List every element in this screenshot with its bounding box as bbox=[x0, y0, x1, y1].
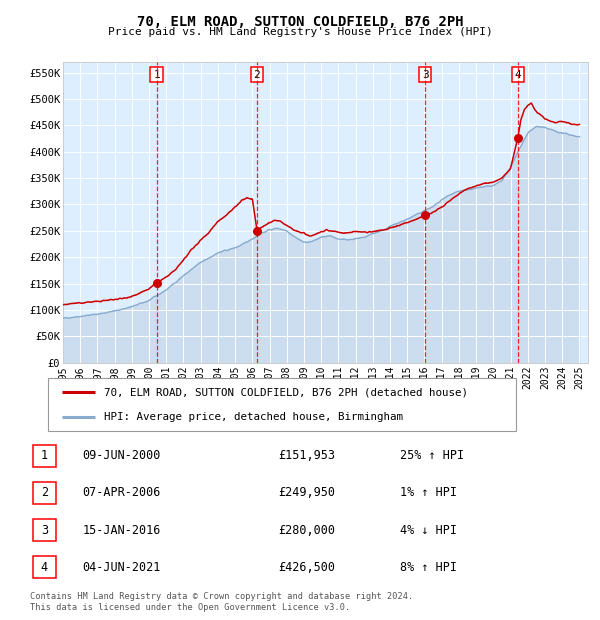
Text: 2: 2 bbox=[41, 487, 48, 499]
Text: 25% ↑ HPI: 25% ↑ HPI bbox=[400, 450, 464, 462]
Text: £426,500: £426,500 bbox=[278, 561, 335, 574]
Text: 1: 1 bbox=[153, 69, 160, 79]
FancyBboxPatch shape bbox=[33, 482, 56, 504]
Text: 70, ELM ROAD, SUTTON COLDFIELD, B76 2PH: 70, ELM ROAD, SUTTON COLDFIELD, B76 2PH bbox=[137, 16, 463, 30]
Text: 1: 1 bbox=[41, 450, 48, 462]
Text: 3: 3 bbox=[422, 69, 428, 79]
Text: 8% ↑ HPI: 8% ↑ HPI bbox=[400, 561, 457, 574]
FancyBboxPatch shape bbox=[33, 519, 56, 541]
Text: £151,953: £151,953 bbox=[278, 450, 335, 462]
Text: 1% ↑ HPI: 1% ↑ HPI bbox=[400, 487, 457, 499]
Text: £249,950: £249,950 bbox=[278, 487, 335, 499]
Text: 07-APR-2006: 07-APR-2006 bbox=[82, 487, 161, 499]
FancyBboxPatch shape bbox=[33, 556, 56, 578]
FancyBboxPatch shape bbox=[33, 445, 56, 467]
Text: 3: 3 bbox=[41, 524, 48, 536]
Text: £280,000: £280,000 bbox=[278, 524, 335, 536]
Text: 09-JUN-2000: 09-JUN-2000 bbox=[82, 450, 161, 462]
Text: 15-JAN-2016: 15-JAN-2016 bbox=[82, 524, 161, 536]
Text: Contains HM Land Registry data © Crown copyright and database right 2024.: Contains HM Land Registry data © Crown c… bbox=[30, 592, 413, 601]
Text: Price paid vs. HM Land Registry's House Price Index (HPI): Price paid vs. HM Land Registry's House … bbox=[107, 27, 493, 37]
FancyBboxPatch shape bbox=[48, 378, 516, 431]
Text: 4: 4 bbox=[41, 561, 48, 574]
Text: HPI: Average price, detached house, Birmingham: HPI: Average price, detached house, Birm… bbox=[104, 412, 403, 422]
Text: 70, ELM ROAD, SUTTON COLDFIELD, B76 2PH (detached house): 70, ELM ROAD, SUTTON COLDFIELD, B76 2PH … bbox=[104, 388, 468, 397]
Text: This data is licensed under the Open Government Licence v3.0.: This data is licensed under the Open Gov… bbox=[30, 603, 350, 612]
Text: 4: 4 bbox=[514, 69, 521, 79]
Text: 2: 2 bbox=[254, 69, 260, 79]
Text: 04-JUN-2021: 04-JUN-2021 bbox=[82, 561, 161, 574]
Text: 4% ↓ HPI: 4% ↓ HPI bbox=[400, 524, 457, 536]
